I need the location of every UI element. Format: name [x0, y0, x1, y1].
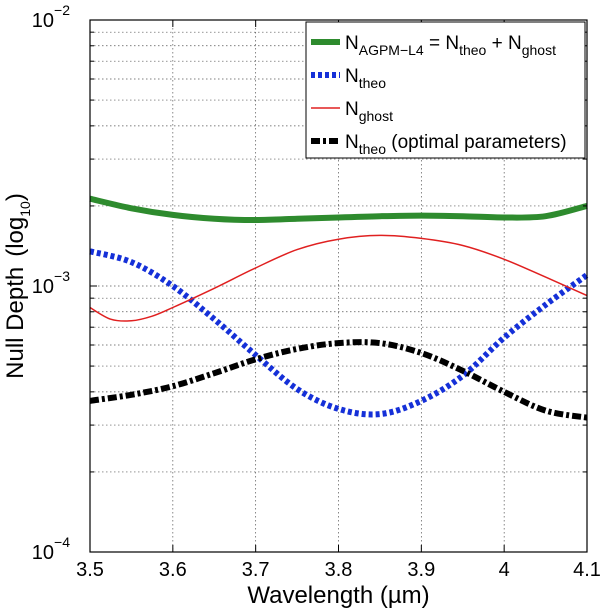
x-tick-label: 3.5: [76, 559, 104, 581]
x-tick-label: 3.8: [325, 559, 353, 581]
y-tick-base: 10: [32, 10, 54, 32]
y-tick-base: 10: [32, 276, 54, 298]
legend-subscript: AGPM−L4: [359, 42, 424, 58]
legend-subscript: theo: [459, 42, 486, 58]
legend-label-ghost: Nghost: [345, 99, 393, 124]
y-tick-label: 10−4: [32, 534, 70, 564]
legend-text-part: (optimal parameters): [386, 132, 567, 153]
series-line-ghost: [89, 234, 588, 322]
legend-subscript: theo: [359, 75, 386, 91]
series-line-optimal: [89, 339, 588, 421]
legend-text-part: = N: [424, 33, 459, 54]
legend-text-part: N: [345, 33, 359, 54]
series-line-agpm: [89, 195, 588, 224]
legend-box: [305, 21, 586, 159]
y-axis-label-paren-open: (: [2, 249, 29, 257]
legend-text-part: N: [345, 132, 359, 153]
y-tick-label: 10−3: [32, 268, 70, 298]
legend-label-optimal: Ntheo (optimal parameters): [345, 132, 567, 157]
legend-label-agpm: NAGPM−L4 = Ntheo + Nghost: [345, 33, 556, 58]
legend-text-part: N: [345, 99, 359, 120]
legend: NAGPM−L4 = Ntheo + NghostNtheoNghostNthe…: [305, 21, 586, 159]
x-axis-label: Wavelength (µm): [247, 582, 429, 609]
x-tick-label: 3.6: [159, 559, 187, 581]
y-axis-label-unit-sub: 10: [17, 201, 33, 217]
legend-text-part: + N: [486, 33, 521, 54]
x-tick-label: 4: [499, 559, 510, 581]
y-tick-labels: 10−410−310−2: [32, 2, 70, 564]
y-tick-exponent: −4: [54, 534, 70, 550]
y-axis-label-unit: log: [2, 217, 29, 249]
y-axis-label: Null Depth (log10): [2, 193, 33, 379]
x-tick-label: 3.9: [407, 559, 435, 581]
x-tick-label: 3.7: [242, 559, 270, 581]
x-tick-labels: 3.5 3.6 3.7 3.8 3.9 4 4.1: [76, 559, 600, 581]
legend-label-theo: Ntheo: [345, 66, 386, 91]
legend-subscript: ghost: [359, 108, 393, 124]
x-tick-label: 4.1: [573, 559, 600, 581]
y-axis-label-paren-close: ): [2, 193, 29, 201]
y-tick-label: 10−2: [32, 2, 70, 32]
legend-subscript: theo: [359, 141, 386, 157]
legend-text-part: N: [345, 66, 359, 87]
y-tick-exponent: −3: [54, 268, 70, 284]
y-tick-exponent: −2: [54, 2, 70, 18]
series-layer: [89, 195, 589, 421]
y-tick-base: 10: [32, 542, 54, 564]
legend-subscript: ghost: [522, 42, 556, 58]
y-axis-label-text: Null Depth: [2, 267, 29, 379]
